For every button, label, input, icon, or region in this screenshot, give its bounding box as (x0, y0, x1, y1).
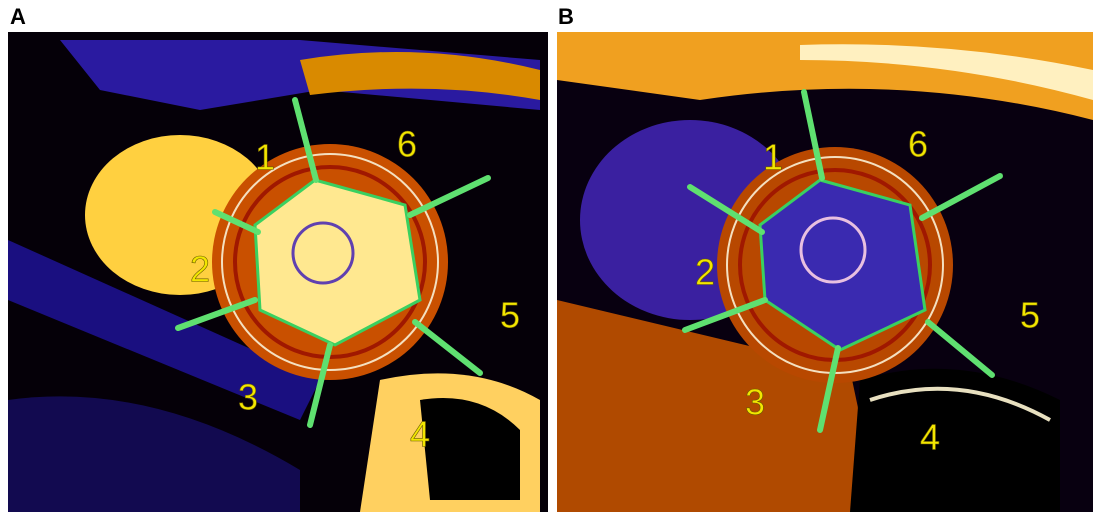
panel-image (557, 32, 1093, 512)
segment-label: 6 (397, 124, 417, 165)
figure: A B 1 2 3 4 5 6 1 2 3 4 5 6 (0, 0, 1093, 512)
segment-label: 2 (695, 252, 715, 293)
panel-image (8, 32, 548, 512)
segment-label: 4 (920, 417, 940, 458)
segment-label: 2 (190, 249, 210, 290)
segment-label: 4 (410, 414, 430, 455)
segment-label: 3 (238, 377, 258, 418)
panel-label: B (558, 4, 574, 29)
segment-label: 5 (1020, 295, 1040, 336)
segment-label: 6 (908, 124, 928, 165)
segment-label: 1 (763, 137, 783, 178)
segment-label: 5 (500, 295, 520, 336)
panel-label: A (10, 4, 26, 29)
segment-label: 3 (745, 382, 765, 423)
segment-label: 1 (255, 137, 275, 178)
